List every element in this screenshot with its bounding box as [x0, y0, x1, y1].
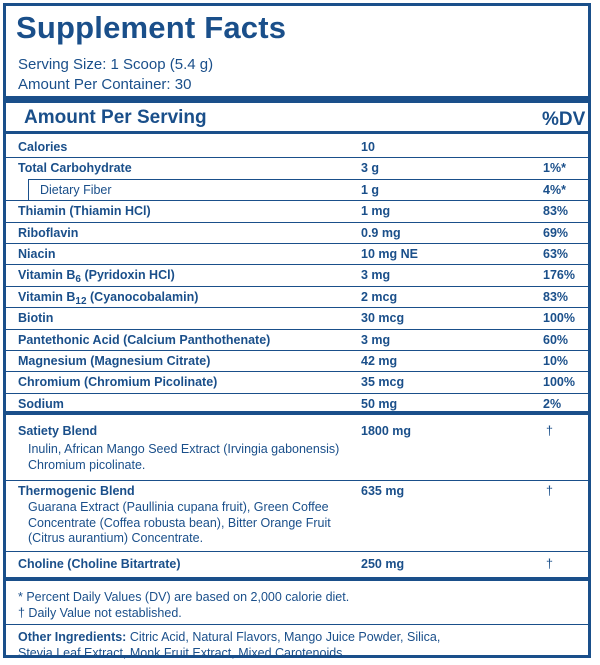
- nutrient-amount: 35 mcg: [361, 375, 405, 390]
- row-divider: [6, 157, 588, 159]
- nutrient-amount: 10 mg NE: [361, 247, 418, 261]
- row-divider: [28, 178, 588, 180]
- blend-dv: †: [546, 424, 553, 438]
- row-divider: [6, 551, 588, 552]
- indent-marker: [28, 178, 29, 201]
- nutrient-amount: 1 mg: [361, 204, 391, 219]
- serving-size: Serving Size: 1 Scoop (5.4 g): [18, 56, 214, 73]
- panel-title: Supplement Facts: [16, 10, 287, 45]
- nutrient-dv: 60%: [543, 332, 569, 347]
- nutrient-dv: 83%: [543, 289, 569, 304]
- nutrient-name: Niacin: [18, 247, 56, 261]
- other-ingredients-text: Citric Acid, Natural Flavors, Mango Juic…: [18, 630, 441, 660]
- nutrient-name: Pantethonic Acid (Calcium Panthothenate): [18, 332, 271, 347]
- supplement-facts-panel: Supplement Facts Serving Size: 1 Scoop (…: [3, 3, 591, 661]
- row-divider: [6, 264, 588, 266]
- dv-header: %DV: [542, 109, 586, 130]
- row-divider: [6, 285, 588, 287]
- nutrient-dv: 100%: [543, 311, 575, 326]
- row-divider: [6, 480, 588, 481]
- blend-dv: †: [546, 484, 553, 498]
- blend-description: Guarana Extract (Paullinia cupana fruit)…: [28, 500, 331, 545]
- nutrient-amount: 50 mg: [361, 396, 398, 411]
- nutrient-name: Dietary Fiber: [40, 182, 112, 197]
- blend-divider: [6, 411, 588, 415]
- nutrient-amount: 30 mcg: [361, 311, 405, 326]
- nutrient-name: Riboflavin: [18, 225, 79, 240]
- nutrient-name: Thiamin (Thiamin HCl): [18, 204, 151, 219]
- nutrient-name: Magnesium (Magnesium Citrate): [18, 354, 211, 368]
- footnote-divider: [6, 577, 588, 581]
- thick-divider: [6, 96, 588, 103]
- blend-amount: 635 mg: [361, 484, 405, 498]
- nutrient-name: Total Carbohydrate: [18, 161, 132, 176]
- nutrient-dv: 69%: [543, 225, 569, 240]
- blend-amount: 1800 mg: [361, 424, 412, 438]
- nutrient-amount: 10: [361, 140, 375, 154]
- nutrient-amount: 2 mcg: [361, 289, 398, 304]
- nutrient-name: Chromium (Chromium Picolinate): [18, 375, 218, 390]
- row-divider: [6, 243, 588, 244]
- blend-name: Choline (Choline Bitartrate): [18, 557, 181, 571]
- nutrient-amount: 1 g: [361, 182, 380, 197]
- row-divider: [6, 350, 588, 351]
- percent-dv-footnote: * Percent Daily Values (DV) are based on…: [18, 590, 350, 604]
- blend-name: Thermogenic Blend: [18, 484, 135, 498]
- nutrient-amount: 3 mg: [361, 332, 391, 347]
- nutrient-name: Sodium: [18, 396, 64, 411]
- nutrient-dv: 1%*: [543, 161, 566, 176]
- nutrient-name: Vitamin B6 (Pyridoxin HCl): [18, 268, 175, 286]
- nutrient-dv: 4%*: [543, 182, 566, 197]
- row-divider: [6, 624, 588, 625]
- nutrient-dv: 2%: [543, 396, 562, 411]
- row-divider: [6, 200, 588, 202]
- dv-not-established-footnote: † Daily Value not established.: [18, 606, 182, 620]
- nutrient-amount: 3 mg: [361, 268, 391, 283]
- blend-name: Satiety Blend: [18, 424, 98, 438]
- amount-per-serving-header: Amount Per Serving: [24, 107, 207, 128]
- row-divider: [6, 371, 588, 373]
- header-divider: [6, 131, 588, 134]
- blend-description: Inulin, African Mango Seed Extract (Irvi…: [28, 442, 340, 472]
- nutrient-name: Biotin: [18, 311, 54, 326]
- row-divider: [6, 307, 588, 309]
- nutrient-name: Vitamin B12 (Cyanocobalamin): [18, 289, 199, 307]
- nutrient-dv: 176%: [543, 268, 575, 283]
- nutrient-amount: 3 g: [361, 161, 380, 176]
- nutrient-amount: 42 mg: [361, 354, 398, 368]
- amount-per-container: Amount Per Container: 30: [18, 76, 192, 93]
- row-divider: [6, 221, 588, 223]
- nutrient-amount: 0.9 mg: [361, 225, 401, 240]
- nutrient-dv: 83%: [543, 204, 569, 219]
- blend-amount: 250 mg: [361, 557, 405, 571]
- other-ingredients: Other Ingredients: Citric Acid, Natural …: [18, 630, 478, 661]
- row-divider: [6, 328, 588, 330]
- row-divider: [6, 392, 588, 394]
- nutrient-dv: 100%: [543, 375, 575, 390]
- other-ingredients-label: Other Ingredients:: [18, 630, 127, 644]
- nutrient-dv: 10%: [543, 354, 569, 368]
- blend-dv: †: [546, 557, 553, 571]
- nutrient-name: Calories: [18, 140, 68, 154]
- nutrient-dv: 63%: [543, 247, 569, 261]
